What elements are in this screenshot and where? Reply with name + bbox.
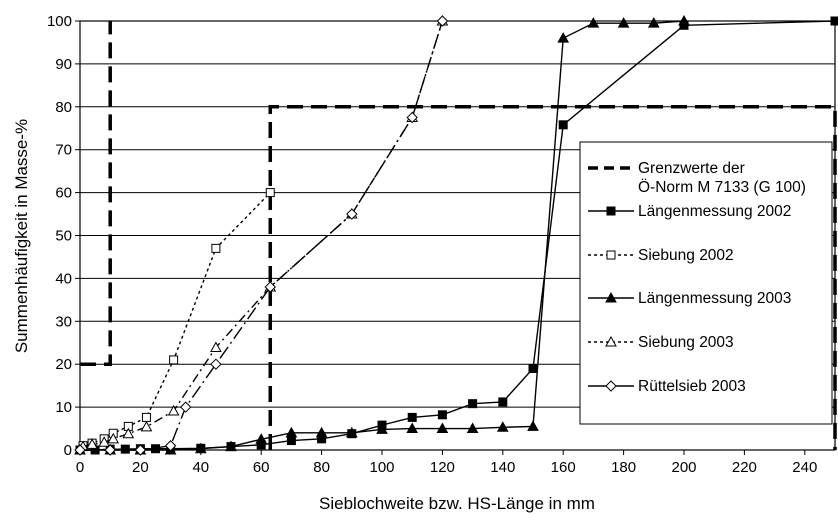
x-tick-label: 80	[313, 459, 330, 476]
marker-open-diamond	[211, 359, 221, 369]
series-line	[83, 21, 442, 447]
y-tick-label: 50	[55, 228, 72, 245]
marker-open-square	[266, 189, 274, 197]
x-tick-label: 20	[132, 459, 149, 476]
y-tick-label: 80	[55, 99, 72, 116]
x-tick-label: 140	[490, 459, 515, 476]
y-tick-label: 100	[47, 13, 72, 30]
x-tick-label: 0	[76, 459, 84, 476]
legend-label: Grenzwerte der	[638, 160, 745, 177]
y-tick-label: 90	[55, 56, 72, 73]
marker-filled-square	[469, 400, 477, 408]
legend-label: Längenmessung 2003	[638, 290, 791, 307]
x-tick-label: 40	[192, 459, 209, 476]
marker-filled-square	[287, 437, 295, 445]
x-tick-label: 100	[369, 459, 394, 476]
x-axis-title: Sieblochweite bzw. HS-Länge in mm	[319, 494, 595, 513]
x-tick-label: 240	[792, 459, 817, 476]
marker-open-square	[607, 251, 615, 259]
legend-label: Rüttelsieb 2003	[638, 378, 746, 395]
marker-filled-square	[559, 121, 567, 129]
x-tick-label: 160	[551, 459, 576, 476]
marker-filled-square	[831, 17, 838, 25]
marker-filled-triangle	[558, 33, 568, 42]
marker-open-triangle	[141, 422, 151, 431]
marker-open-square	[170, 356, 178, 364]
marker-filled-square	[529, 364, 537, 372]
y-tick-label: 70	[55, 142, 72, 159]
x-tick-label: 220	[732, 459, 757, 476]
y-tick-label: 30	[55, 313, 72, 330]
marker-filled-square	[438, 411, 446, 419]
x-tick-label: 120	[430, 459, 455, 476]
y-tick-label: 40	[55, 270, 72, 287]
y-tick-label: 20	[55, 356, 72, 373]
marker-filled-square	[607, 207, 615, 215]
x-tick-label: 180	[611, 459, 636, 476]
marker-filled-square	[499, 398, 507, 406]
x-tick-label: 200	[671, 459, 696, 476]
marker-open-diamond	[181, 402, 191, 412]
marker-open-square	[212, 244, 220, 252]
x-tick-label: 60	[253, 459, 270, 476]
legend-label: Siebung 2003	[638, 334, 734, 351]
legend-label: Ö-Norm M 7133 (G 100)	[638, 178, 806, 196]
y-tick-label: 0	[64, 442, 72, 459]
y-tick-label: 10	[55, 399, 72, 416]
legend-label: Längenmessung 2002	[638, 203, 791, 220]
y-tick-label: 60	[55, 185, 72, 202]
marker-filled-square	[408, 413, 416, 421]
marker-open-square	[142, 413, 150, 421]
marker-filled-square	[121, 445, 129, 453]
series-siebung-2003-5	[78, 16, 447, 451]
legend-label: Siebung 2002	[638, 247, 734, 264]
y-axis-title: Summenhäufigkeit in Masse-%	[12, 119, 31, 353]
